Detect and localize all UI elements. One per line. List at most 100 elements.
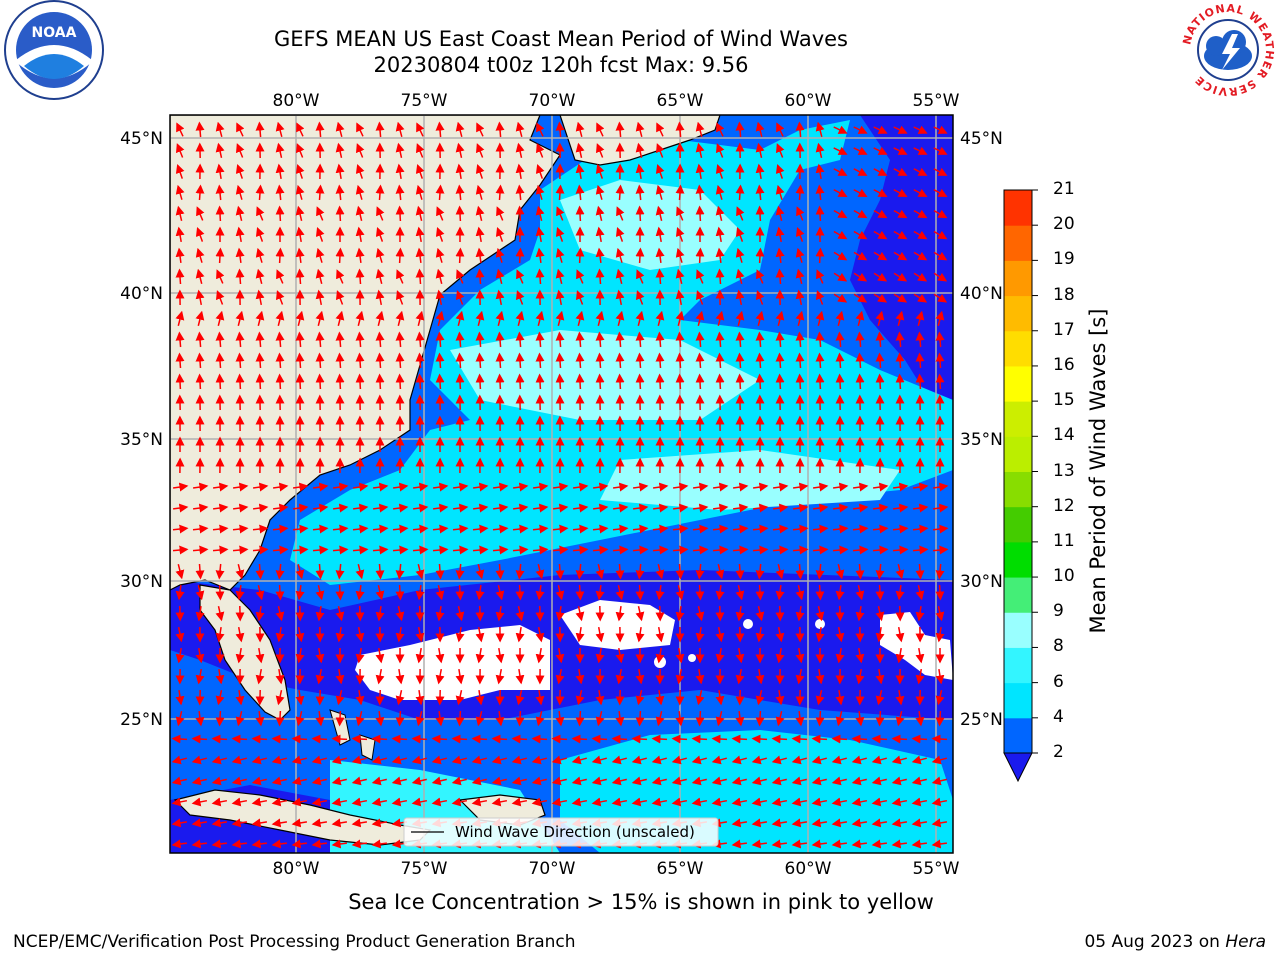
wind-wave-arrow bbox=[315, 563, 325, 580]
wind-wave-arrow bbox=[835, 689, 845, 706]
wind-wave-arrow bbox=[415, 373, 425, 390]
wind-wave-arrow bbox=[833, 188, 848, 198]
colorbar-under-arrow bbox=[1003, 752, 1033, 783]
wind-wave-arrow bbox=[811, 755, 827, 765]
wind-wave-arrow bbox=[615, 289, 625, 306]
wind-wave-arrow bbox=[815, 290, 825, 305]
wind-wave-arrow bbox=[575, 352, 585, 369]
wind-wave-arrow bbox=[291, 776, 307, 786]
wind-wave-arrow bbox=[195, 331, 205, 348]
wind-wave-arrow bbox=[272, 524, 289, 534]
wind-wave-arrow bbox=[295, 247, 305, 263]
wind-wave-arrow bbox=[515, 584, 525, 601]
wind-wave-arrow bbox=[855, 585, 865, 601]
wind-wave-arrow bbox=[251, 734, 268, 744]
wind-wave-arrow bbox=[893, 167, 908, 176]
wind-wave-arrow bbox=[595, 585, 605, 601]
wind-wave-arrow bbox=[375, 373, 385, 390]
wind-wave-arrow bbox=[515, 352, 525, 369]
wind-wave-arrow bbox=[275, 163, 285, 180]
wind-wave-arrow bbox=[612, 482, 629, 492]
wind-wave-arrow bbox=[591, 734, 608, 744]
wind-wave-arrow bbox=[355, 352, 365, 369]
wind-wave-arrow bbox=[772, 524, 789, 534]
wind-wave-arrow bbox=[395, 331, 405, 348]
wind-wave-arrow bbox=[755, 606, 765, 622]
wind-wave-arrow bbox=[752, 482, 769, 492]
wind-wave-arrow bbox=[455, 606, 465, 622]
wind-wave-arrow bbox=[495, 226, 505, 242]
wind-wave-arrow bbox=[415, 163, 425, 179]
colorbar-segment bbox=[1004, 190, 1032, 226]
wind-wave-arrow bbox=[491, 734, 508, 744]
colorbar-segment bbox=[1004, 225, 1032, 261]
wind-wave-arrow bbox=[695, 373, 705, 390]
wind-wave-arrow bbox=[715, 268, 725, 285]
wind-wave-arrow bbox=[772, 482, 789, 492]
colorbar-segment bbox=[1004, 647, 1032, 684]
wind-wave-arrow bbox=[715, 226, 725, 243]
wind-wave-arrow bbox=[615, 711, 625, 727]
wind-wave-arrow bbox=[631, 776, 647, 786]
wind-wave-arrow bbox=[555, 605, 565, 622]
wind-wave-arrow bbox=[215, 563, 225, 580]
wind-wave-arrow bbox=[933, 146, 948, 155]
wind-wave-arrow bbox=[913, 251, 928, 261]
wind-wave-arrow bbox=[695, 142, 705, 158]
wind-wave-arrow bbox=[235, 205, 245, 221]
wind-wave-arrow bbox=[375, 647, 385, 664]
wind-wave-arrow bbox=[455, 290, 465, 305]
wind-wave-arrow bbox=[515, 142, 525, 158]
wind-wave-arrow bbox=[875, 690, 885, 706]
wind-wave-arrow bbox=[255, 647, 265, 664]
wind-wave-arrow bbox=[596, 122, 605, 137]
wind-wave-arrow bbox=[295, 268, 305, 285]
wind-wave-arrow bbox=[415, 331, 425, 348]
wind-wave-arrow bbox=[475, 585, 485, 601]
wind-wave-arrow bbox=[616, 206, 625, 221]
wind-wave-arrow bbox=[912, 545, 929, 555]
wind-wave-arrow bbox=[215, 290, 225, 305]
wind-wave-arrow bbox=[175, 247, 185, 263]
wind-wave-arrow bbox=[695, 310, 705, 326]
wind-wave-arrow bbox=[675, 310, 685, 326]
wind-wave-arrow bbox=[515, 710, 525, 727]
wind-wave-arrow bbox=[235, 226, 245, 243]
wind-wave-arrow bbox=[555, 226, 565, 242]
wind-wave-arrow bbox=[735, 184, 745, 201]
colorbar-tick-label: 15 bbox=[1053, 390, 1075, 411]
wind-wave-arrow bbox=[355, 626, 365, 643]
wind-wave-arrow bbox=[255, 331, 265, 348]
wind-wave-arrow bbox=[573, 503, 589, 513]
wind-wave-arrow bbox=[772, 545, 789, 555]
wind-wave-arrow bbox=[255, 711, 265, 727]
wind-wave-arrow bbox=[472, 482, 489, 492]
colorbar-tick-label: 11 bbox=[1053, 530, 1075, 551]
wind-wave-arrow bbox=[255, 289, 265, 306]
wind-wave-arrow bbox=[395, 606, 405, 622]
wind-wave-arrow bbox=[431, 734, 448, 744]
wind-wave-arrow bbox=[451, 755, 467, 765]
wind-wave-arrow bbox=[175, 205, 185, 221]
wind-wave-arrow bbox=[495, 647, 505, 664]
wind-wave-arrow bbox=[635, 205, 645, 222]
wind-wave-arrow bbox=[475, 184, 485, 200]
wind-wave-arrow bbox=[831, 776, 847, 786]
wind-wave-arrow bbox=[475, 711, 485, 727]
wind-wave-arrow bbox=[852, 524, 869, 534]
wind-wave-arrow bbox=[235, 184, 245, 200]
wind-wave-arrow bbox=[932, 524, 949, 534]
wind-wave-arrow bbox=[731, 839, 747, 849]
wind-wave-arrow bbox=[456, 269, 465, 284]
wind-wave-arrow bbox=[335, 163, 345, 180]
wind-wave-arrow bbox=[535, 564, 545, 580]
wind-wave-arrow bbox=[835, 310, 845, 326]
wind-wave-arrow bbox=[575, 690, 585, 706]
wind-wave-arrow bbox=[171, 755, 187, 765]
wind-wave-arrow bbox=[873, 230, 888, 240]
wind-wave-arrow bbox=[395, 142, 405, 158]
wind-wave-arrow bbox=[611, 755, 627, 765]
lon-label-top: 75°W bbox=[401, 91, 448, 111]
wind-wave-arrow bbox=[291, 734, 308, 744]
wind-wave-arrow bbox=[611, 797, 628, 807]
